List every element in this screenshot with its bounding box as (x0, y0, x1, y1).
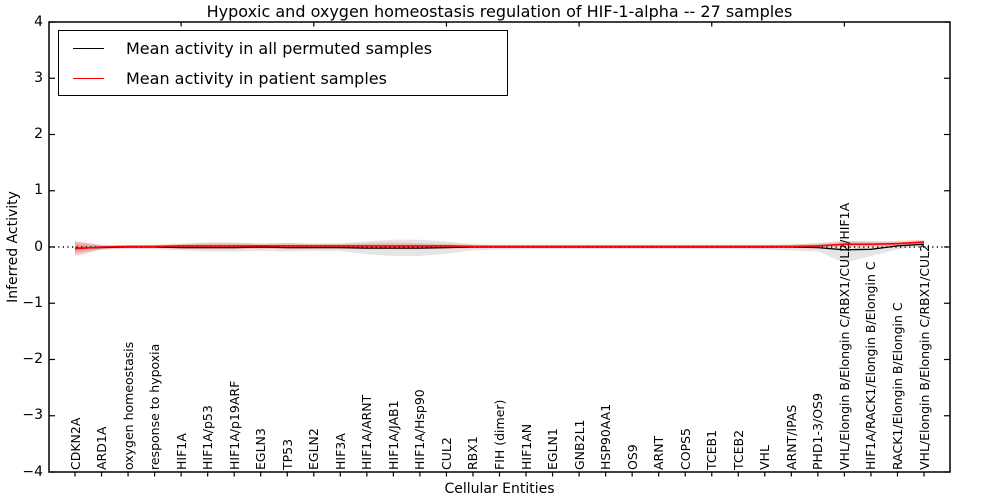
x-tick-label: HIF1A/Hsp90 (412, 389, 428, 470)
x-tick-label: VHL (757, 445, 773, 470)
x-tick-label: ARNT (651, 435, 667, 470)
x-tick-label: TCEB1 (704, 429, 720, 470)
y-tick-label: −1 (22, 294, 43, 311)
legend-box: Mean activity in all permuted samples Me… (58, 30, 508, 96)
y-tick-label: 4 (34, 13, 43, 30)
x-tick-label: EGLN2 (306, 428, 322, 470)
patient-range-band-outer (75, 239, 924, 257)
x-tick-label: EGLN1 (545, 428, 561, 470)
patient-mean-line (74, 241, 925, 250)
x-tick-label: HIF1A (173, 433, 189, 470)
legend-item-permuted: Mean activity in all permuted samples (59, 33, 507, 63)
x-tick-label: HIF1AN (518, 423, 534, 470)
x-tick-label: OS9 (624, 444, 640, 470)
x-tick-label: ARD1A (94, 426, 110, 470)
x-tick-label: RACK1/Elongin B/Elongin C (889, 302, 905, 470)
x-tick-label: EGLN3 (253, 428, 269, 470)
x-tick-label: VHL/Elongin B/Elongin C/RBX1/CUL2/HIF1A (836, 202, 852, 470)
x-tick-label: TCEB2 (730, 429, 746, 470)
x-tick-label: RBX1 (465, 436, 481, 470)
patient-line-sample (73, 77, 104, 79)
legend-label-permuted: Mean activity in all permuted samples (126, 38, 433, 58)
legend-label-patient: Mean activity in patient samples (126, 68, 387, 88)
x-tick-label: HIF1A/p19ARF (226, 380, 242, 470)
x-tick-label: GNB2L1 (571, 419, 587, 470)
y-tick-label: 3 (34, 69, 43, 86)
x-tick-label: CUL2 (438, 437, 454, 470)
x-tick-label: TP53 (279, 438, 295, 470)
y-tick-label: 0 (34, 238, 43, 255)
x-tick-label: PHD1-3/OS9 (810, 393, 826, 470)
y-tick-label: −3 (22, 407, 43, 424)
x-tick-label: HSP90AA1 (598, 403, 614, 470)
x-tick-label: HIF1A/JAB1 (385, 400, 401, 470)
chart-title: Hypoxic and oxygen homeostasis regulatio… (206, 2, 793, 21)
x-tick-label: CDKN2A (67, 417, 83, 470)
permuted-line-sample (73, 47, 104, 49)
x-tick-label: ARNT/IPAS (783, 404, 799, 470)
x-tick-label: oxygen homeostasis (120, 341, 136, 470)
x-axis-label: Cellular Entities (444, 481, 555, 497)
x-tick-label: HIF1A/p53 (200, 405, 216, 470)
x-tick-label: COPS5 (677, 428, 693, 470)
y-tick-label: −2 (22, 351, 43, 367)
y-tick-label: −4 (22, 463, 43, 480)
x-tick-label: FIH (dimer) (492, 399, 507, 470)
x-tick-label: HIF3A (332, 433, 348, 470)
x-tick-label: VHL/Elongin B/Elongin C/RBX1/CUL2 (916, 243, 932, 470)
y-tick-label: 1 (34, 182, 43, 199)
x-tick-label: response to hypoxia (147, 343, 163, 470)
y-tick-label: 2 (34, 126, 43, 142)
x-tick-label: HIF1A/ARNT (359, 394, 375, 470)
legend-item-patient: Mean activity in patient samples (59, 63, 507, 93)
x-tick-label: HIF1A/RACK1/Elongin B/Elongin C (863, 261, 879, 470)
